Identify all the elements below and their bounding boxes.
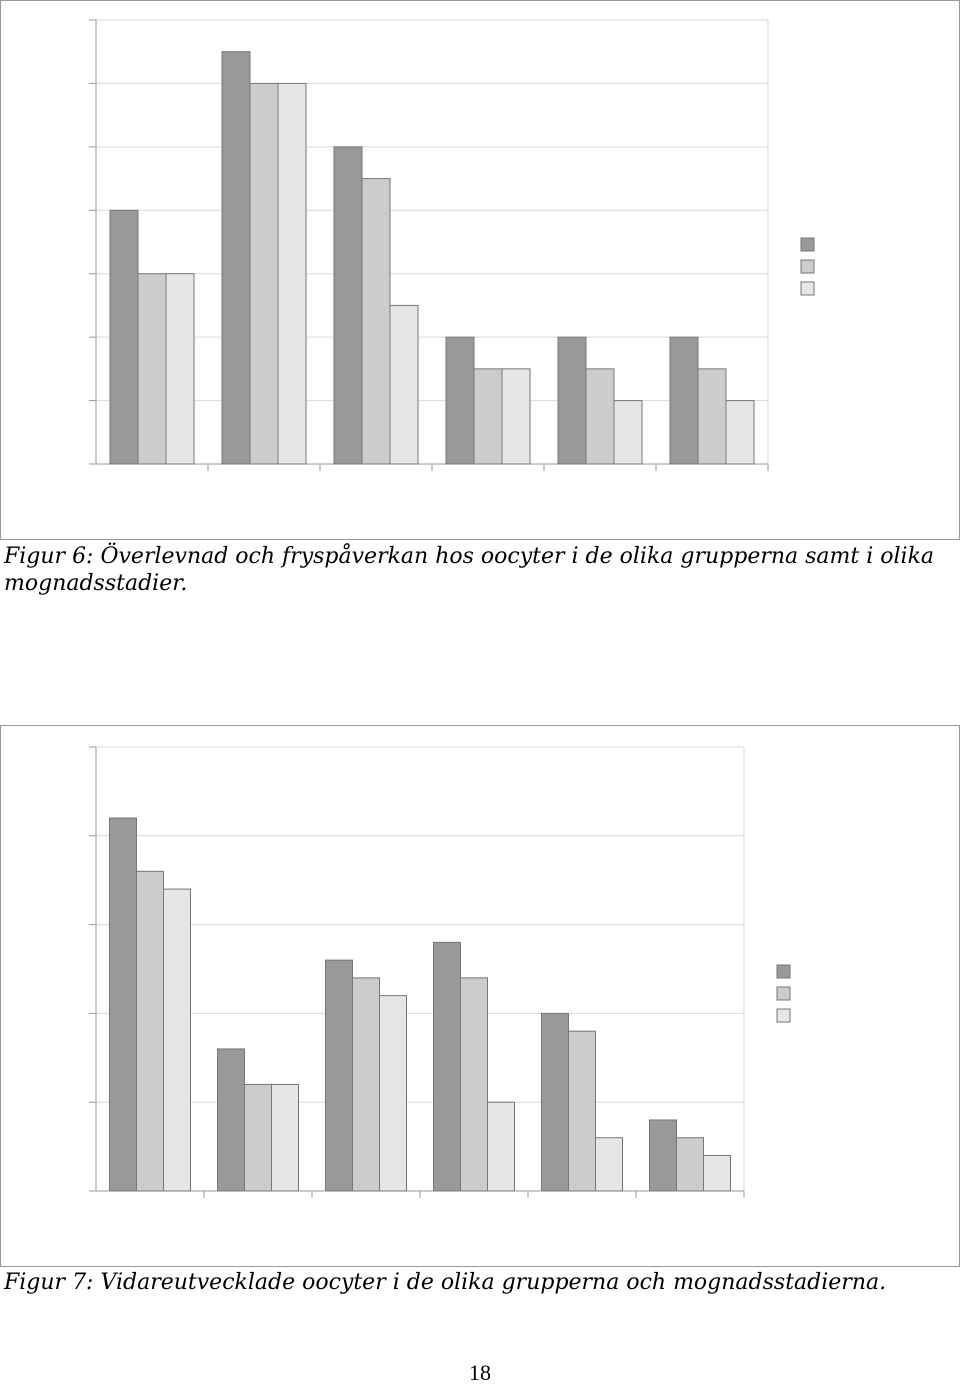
figure-7-chart — [0, 725, 960, 1267]
legend-swatch — [800, 259, 815, 274]
figure-6-caption: Figur 6: Överlevnad och fryspåverkan hos… — [4, 544, 935, 596]
bar — [221, 51, 251, 465]
bar — [137, 273, 167, 465]
bar — [541, 1012, 569, 1192]
bar — [487, 1101, 515, 1192]
bar — [669, 336, 699, 465]
bar — [109, 209, 139, 465]
page-number: 18 — [469, 1360, 491, 1385]
bar — [460, 977, 488, 1192]
bar — [501, 368, 531, 465]
bar — [352, 977, 380, 1192]
bar — [585, 368, 615, 465]
bar — [109, 817, 137, 1192]
bar — [697, 368, 727, 465]
figure-6-chart — [0, 0, 960, 540]
bar — [277, 82, 307, 465]
bar — [271, 1083, 299, 1192]
bar — [333, 146, 363, 465]
bar — [676, 1137, 704, 1192]
legend-swatch — [800, 237, 815, 252]
legend-swatch — [776, 964, 791, 979]
bar — [649, 1119, 677, 1192]
bar — [568, 1030, 596, 1192]
bar — [613, 400, 643, 465]
bar — [163, 888, 191, 1192]
legend-swatch — [776, 1008, 791, 1023]
bar — [725, 400, 755, 465]
bar — [165, 273, 195, 465]
bar — [433, 941, 461, 1192]
legend-swatch — [776, 986, 791, 1001]
bar — [244, 1083, 272, 1192]
bar — [325, 959, 353, 1192]
bar — [389, 304, 419, 465]
bar — [379, 995, 407, 1192]
bar — [595, 1137, 623, 1192]
legend-swatch — [800, 281, 815, 296]
bar — [557, 336, 587, 465]
bar — [217, 1048, 245, 1192]
figure-7-caption: Figur 7: Vidareutvecklade oocyter i de o… — [4, 1270, 887, 1295]
bar — [445, 336, 475, 465]
bar — [473, 368, 503, 465]
bar — [249, 82, 279, 465]
bar — [361, 178, 391, 465]
bar — [136, 870, 164, 1192]
bar — [703, 1154, 731, 1192]
